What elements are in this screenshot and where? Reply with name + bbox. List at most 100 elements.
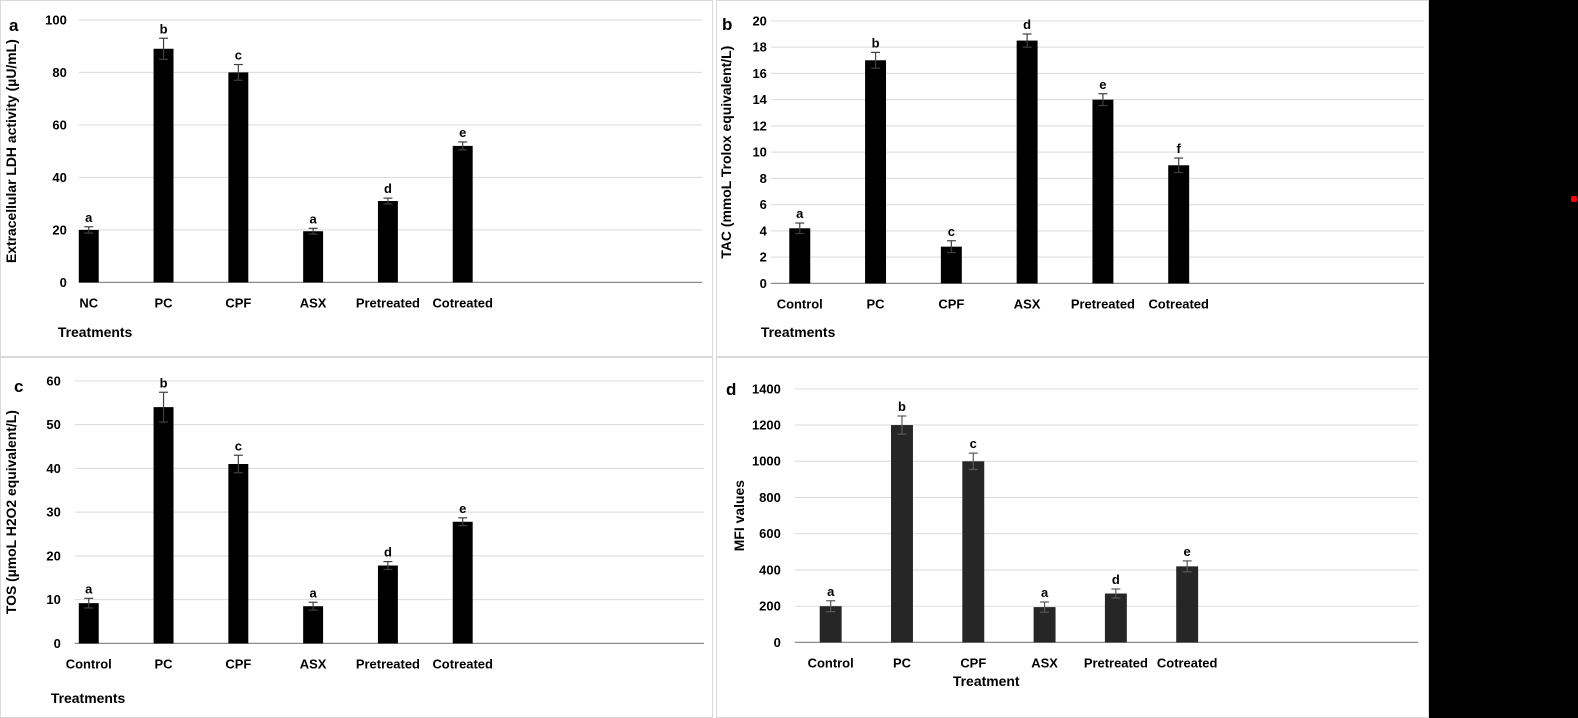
significance-letter: c [970,436,977,451]
category-label: NC [79,295,98,310]
category-label: Pretreated [1084,655,1148,670]
significance-letter: b [160,21,168,36]
category-label: ASX [300,295,327,310]
panel-b-tac-chart: b 0 2 4 6 8 10 12 14 16 18 20 a Control b PC c CPF d ASX e P… [716,0,1429,357]
bar [819,606,842,643]
significance-letter: a [85,581,93,596]
significance-letter: b [160,375,168,390]
y-tick-label: 60 [52,117,66,132]
bar [153,48,174,283]
significance-letter: a [827,584,835,599]
chart-canvas-b: 0 2 4 6 8 10 12 14 16 18 20 a Control b PC c CPF d ASX e Pre… [718,13,1425,340]
category-label: Cotreated [1157,655,1218,670]
bar [452,521,473,644]
y-tick-label: 8 [760,171,767,186]
y-tick-label: 50 [46,417,60,432]
panel-c-tos-chart: c 0 10 20 30 40 50 60 a Control b PC c CPF a ASX d Pretr… [0,357,713,718]
category-label: Cotreated [432,656,493,671]
y-tick-label: 0 [54,636,61,651]
y-tick-label: 10 [46,592,60,607]
significance-letter: f [1177,141,1182,156]
category-label: Pretreated [1071,296,1135,311]
y-tick-label: 0 [60,275,67,290]
significance-letter: e [1184,544,1191,559]
significance-letter: a [796,206,804,221]
significance-letter: d [384,181,392,196]
y-tick-label: 100 [45,12,67,27]
bar [228,72,249,283]
category-label: CPF [938,296,964,311]
bar [1016,40,1038,284]
significance-letter: a [310,211,318,226]
category-label: PC [893,655,911,670]
significance-letter: a [85,210,93,225]
y-tick-label: 60 [46,373,60,388]
y-tick-label: 16 [752,66,766,81]
category-label: ASX [1014,296,1041,311]
y-axis-title: Extracellular LDH activity (µU/mL) [3,39,19,263]
significance-letter: c [235,438,242,453]
bar [1168,165,1190,284]
y-tick-label: 30 [46,505,60,520]
y-tick-label: 20 [52,222,66,237]
bar [1092,99,1114,284]
category-label: CPF [225,656,251,671]
chart-canvas-d: 0 200 400 600 800 1000 1200 1400 a Control b PC c CPF… [731,381,1419,689]
significance-letter: e [459,125,466,140]
bar [377,201,398,283]
category-label: Control [808,655,854,670]
bar [940,246,962,284]
y-tick-label: 14 [752,92,767,107]
category-label: Pretreated [356,295,420,310]
bar [78,603,99,644]
bar [891,425,913,643]
category-label: CPF [960,655,986,670]
y-tick-label: 40 [46,461,60,476]
bar [962,461,985,643]
red-marker-dot [1571,196,1577,202]
bar [789,228,811,284]
y-tick-label: 200 [759,599,781,614]
y-tick-label: 20 [752,13,766,28]
right-black-strip [1429,0,1578,718]
y-tick-label: 20 [46,548,60,563]
category-label: Cotreated [432,295,493,310]
y-tick-label: 40 [52,170,66,185]
panel-label-d: d [726,380,737,399]
y-tick-label: 0 [774,635,781,650]
y-tick-label: 800 [759,490,781,505]
panel-label-b: b [722,15,733,34]
bar [452,145,473,283]
y-tick-label: 12 [752,118,766,133]
category-label: Cotreated [1148,296,1209,311]
bar [303,231,324,283]
y-tick-label: 1400 [752,381,781,396]
x-axis-title: Treatments [58,324,133,340]
significance-letter: b [898,399,906,414]
y-tick-label: 400 [759,562,781,577]
y-axis-title: MFI values [731,480,747,551]
bar [303,606,324,644]
significance-letter: d [1112,572,1120,587]
bar [865,60,887,284]
category-label: PC [867,296,885,311]
x-axis-title: Treatments [761,324,836,340]
category-label: CPF [225,295,251,310]
significance-letter: d [384,545,392,560]
significance-letter: c [235,48,242,63]
bar [153,407,174,644]
category-label: Control [777,296,823,311]
x-axis-title: Treatments [51,690,126,706]
panel-label-c: c [14,377,24,396]
y-tick-label: 0 [760,276,767,291]
y-axis-title: TOS (µmoL H2O2 equivalent/L) [3,410,19,614]
panel-label-a: a [9,16,19,35]
category-label: Control [66,656,112,671]
significance-letter: c [948,224,955,239]
significance-letter: e [459,501,466,516]
y-tick-label: 600 [759,526,781,541]
category-label: PC [155,656,173,671]
significance-letter: a [1041,585,1049,600]
bar [78,229,99,283]
category-label: Pretreated [356,656,420,671]
